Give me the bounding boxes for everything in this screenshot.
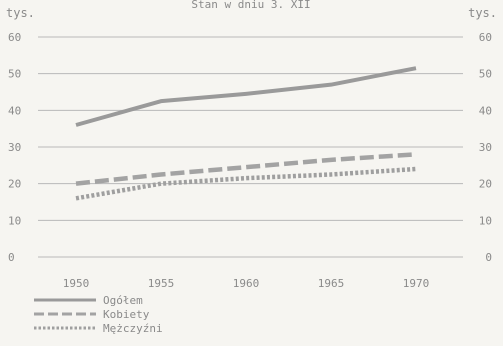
y-tick-left-label: 60 bbox=[8, 31, 21, 44]
y-tick-right-label: 20 bbox=[479, 178, 492, 191]
series-line-2 bbox=[75, 166, 417, 201]
y-tick-left-label: 40 bbox=[8, 104, 21, 117]
y-axis-right-ticks: 0 10 20 30 40 50 60 bbox=[479, 31, 492, 264]
y-tick-left-label: 0 bbox=[8, 251, 15, 264]
y-tick-right-label: 10 bbox=[479, 214, 492, 227]
y-tick-left-label: 10 bbox=[8, 214, 21, 227]
x-tick-label: 1960 bbox=[233, 277, 260, 290]
gridlines bbox=[38, 36, 463, 258]
series-line-0 bbox=[75, 66, 417, 127]
y-axis-unit-left: tys. bbox=[6, 6, 35, 20]
x-tick-label: 1970 bbox=[403, 277, 430, 290]
y-tick-right-label: 40 bbox=[479, 104, 492, 117]
chart-caption: Stan w dniu 3. XII bbox=[191, 0, 310, 11]
y-tick-right-label: 50 bbox=[479, 68, 492, 81]
series-line-1 bbox=[75, 152, 417, 186]
x-axis-ticks: 1950 1955 1960 1965 1970 bbox=[63, 277, 430, 290]
y-tick-left-label: 20 bbox=[8, 178, 21, 191]
legend-label: Kobiety bbox=[103, 308, 150, 321]
y-tick-left-label: 50 bbox=[8, 68, 21, 81]
y-axis-left-ticks: 0 10 20 30 40 50 60 bbox=[8, 31, 21, 264]
x-tick-label: 1965 bbox=[318, 277, 345, 290]
series-lines bbox=[75, 66, 417, 201]
x-tick-label: 1955 bbox=[148, 277, 175, 290]
y-axis-unit-right: tys. bbox=[468, 6, 497, 20]
y-tick-right-label: 30 bbox=[479, 141, 492, 154]
legend-label: Ogółem bbox=[103, 294, 143, 307]
legend-label: Mężczyźni bbox=[103, 322, 163, 335]
x-tick-label: 1950 bbox=[63, 277, 90, 290]
y-tick-right-label: 60 bbox=[479, 31, 492, 44]
y-tick-right-label: 0 bbox=[485, 251, 492, 264]
y-tick-left-label: 30 bbox=[8, 141, 21, 154]
